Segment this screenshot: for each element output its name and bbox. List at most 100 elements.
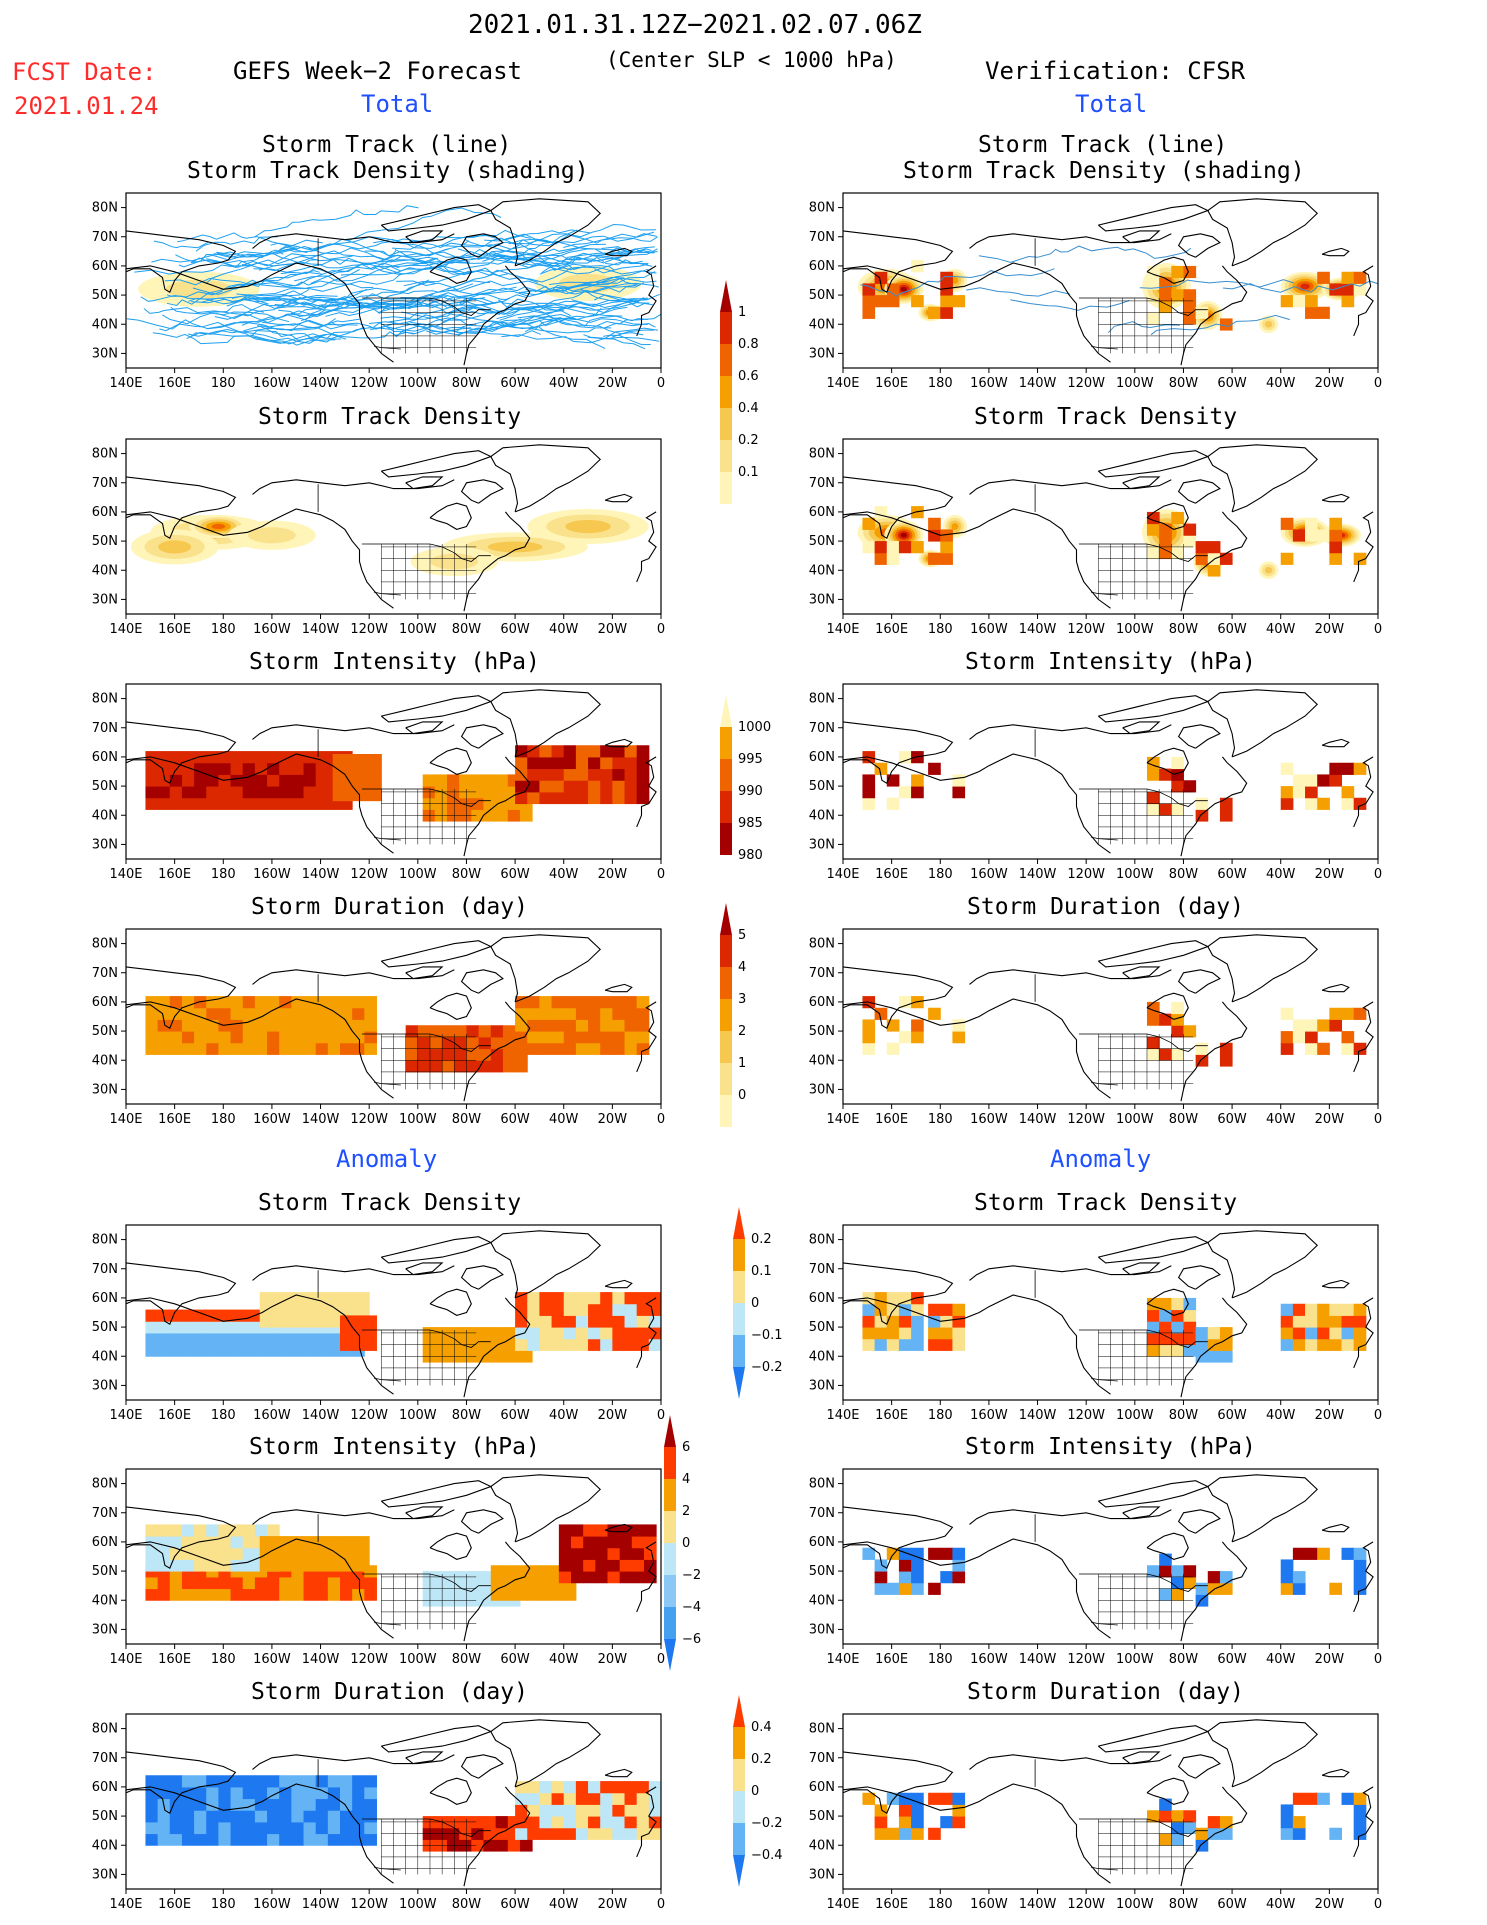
y-tick-label: 40N	[92, 1053, 118, 1068]
grid-cell	[315, 774, 329, 787]
grid-cell	[303, 774, 317, 787]
grid-cell	[169, 1798, 183, 1811]
grid-cell	[357, 789, 370, 802]
grid-cell	[490, 1025, 504, 1038]
x-tick-label: 120W	[1067, 1652, 1105, 1667]
y-tick-label: 60N	[92, 995, 118, 1010]
grid-cell	[267, 1810, 280, 1823]
grid-cell	[194, 774, 207, 787]
grid-cell	[1305, 786, 1318, 799]
map-panel-ob-dur: 80N 70N 60N 50N 40N 30N 140E 160E 180 160W 140W 120…	[809, 928, 1382, 1127]
grid-cell	[340, 1821, 353, 1835]
grid-cell	[291, 1332, 305, 1346]
grid-cell	[206, 1007, 219, 1020]
grid-cell	[624, 1816, 638, 1829]
grid-cell	[1353, 1007, 1367, 1020]
y-tick-label: 80N	[92, 1722, 118, 1737]
storm-track-line	[226, 297, 383, 309]
grid-cell	[218, 1332, 232, 1346]
grid-cell	[230, 1547, 244, 1560]
grid-cell	[940, 283, 953, 296]
grid-cell	[454, 1025, 467, 1038]
grid-cell	[886, 1338, 900, 1351]
colorbar-swatch	[664, 1415, 676, 1447]
grid-cell	[206, 1786, 219, 1800]
grid-cell	[206, 1547, 219, 1560]
grid-cell	[575, 780, 589, 793]
grid-cell	[886, 1582, 900, 1595]
grid-cell	[483, 774, 497, 787]
y-tick-label: 60N	[809, 259, 835, 274]
grid-cell	[194, 1321, 207, 1334]
grid-cell	[539, 1303, 553, 1316]
grid-cell	[648, 1827, 662, 1840]
grid-cell	[624, 1781, 638, 1794]
grid-cell	[332, 777, 346, 790]
grid-cell	[1292, 1547, 1306, 1560]
grid-cell	[303, 797, 317, 810]
grid-cell	[466, 1060, 480, 1073]
grid-cell	[898, 1571, 912, 1584]
grid-cell	[1353, 1816, 1367, 1829]
colorbar-swatch	[664, 1511, 676, 1543]
colorbar-swatch	[720, 791, 732, 823]
grid-cell	[271, 1547, 285, 1560]
grid-cell	[502, 1048, 516, 1061]
grid-cell	[157, 1332, 171, 1346]
grid-cell	[507, 809, 521, 822]
panel-title-fa-dur: Storm Duration (day)	[251, 1679, 528, 1705]
x-tick-label: 60W	[1217, 1652, 1247, 1667]
colorbar-label: 0.2	[751, 1752, 772, 1767]
grid-cell	[1317, 306, 1330, 319]
grid-cell	[1317, 1019, 1330, 1032]
x-tick-label: 0	[1374, 1408, 1382, 1423]
x-tick-label: 40W	[1266, 376, 1296, 391]
map-frame	[842, 1713, 1379, 1890]
grid-cell	[527, 780, 540, 793]
panel-title-fc-track-2: Storm Track Density (shading)	[187, 158, 589, 184]
grid-cell	[1329, 529, 1343, 542]
grid-cell	[1329, 517, 1343, 530]
x-tick-label: 0	[1374, 1112, 1382, 1127]
grid-cell	[1219, 1327, 1233, 1340]
grid-cell	[600, 1338, 613, 1351]
grid-cell	[169, 1833, 183, 1846]
grid-cell	[600, 1827, 613, 1840]
grid-cell	[1171, 1344, 1184, 1357]
grid-cell	[1146, 312, 1160, 325]
storm-track-line	[477, 316, 648, 333]
map-panel-oa-int: 80N 70N 60N 50N 40N 30N 140E 160E 180 160W 140W 120…	[809, 1468, 1382, 1667]
storm-track-line	[583, 334, 660, 342]
grid-cell	[483, 786, 497, 799]
grid-cell	[145, 1833, 159, 1846]
grid-cell	[405, 1025, 419, 1038]
grid-cell	[874, 1582, 888, 1595]
grid-cell	[563, 745, 577, 758]
grid-cell	[181, 996, 195, 1009]
x-tick-label: 160E	[158, 1408, 191, 1423]
grid-cell	[303, 1810, 317, 1823]
grid-cell	[1183, 1309, 1197, 1322]
x-tick-label: 140E	[826, 376, 859, 391]
grid-cell	[254, 1798, 268, 1811]
grid-cell	[1195, 1582, 1209, 1595]
map-panel-fc-track: 80N 70N 60N 50N 40N 30N 140E 160E 180 160W 140W 120…	[92, 192, 665, 391]
storm-track-line	[340, 243, 607, 276]
grid-cell	[527, 1327, 540, 1340]
density-contour	[1300, 283, 1310, 290]
y-tick-label: 50N	[809, 534, 835, 549]
grid-cell	[1146, 1048, 1160, 1061]
grid-cell	[478, 1025, 492, 1038]
grid-cell	[157, 1775, 171, 1788]
grid-cell	[340, 1576, 353, 1590]
grid-cell	[1159, 300, 1172, 314]
storm-track-line	[175, 254, 252, 266]
grid-cell	[230, 996, 244, 1009]
grid-cell	[230, 1031, 244, 1044]
colorbar-label: −0.1	[751, 1328, 783, 1343]
grid-cell	[352, 996, 365, 1009]
grid-cell	[1329, 1338, 1343, 1351]
grid-cell	[1171, 1013, 1184, 1026]
storm-track-line	[499, 317, 572, 327]
grid-cell	[194, 1833, 207, 1846]
